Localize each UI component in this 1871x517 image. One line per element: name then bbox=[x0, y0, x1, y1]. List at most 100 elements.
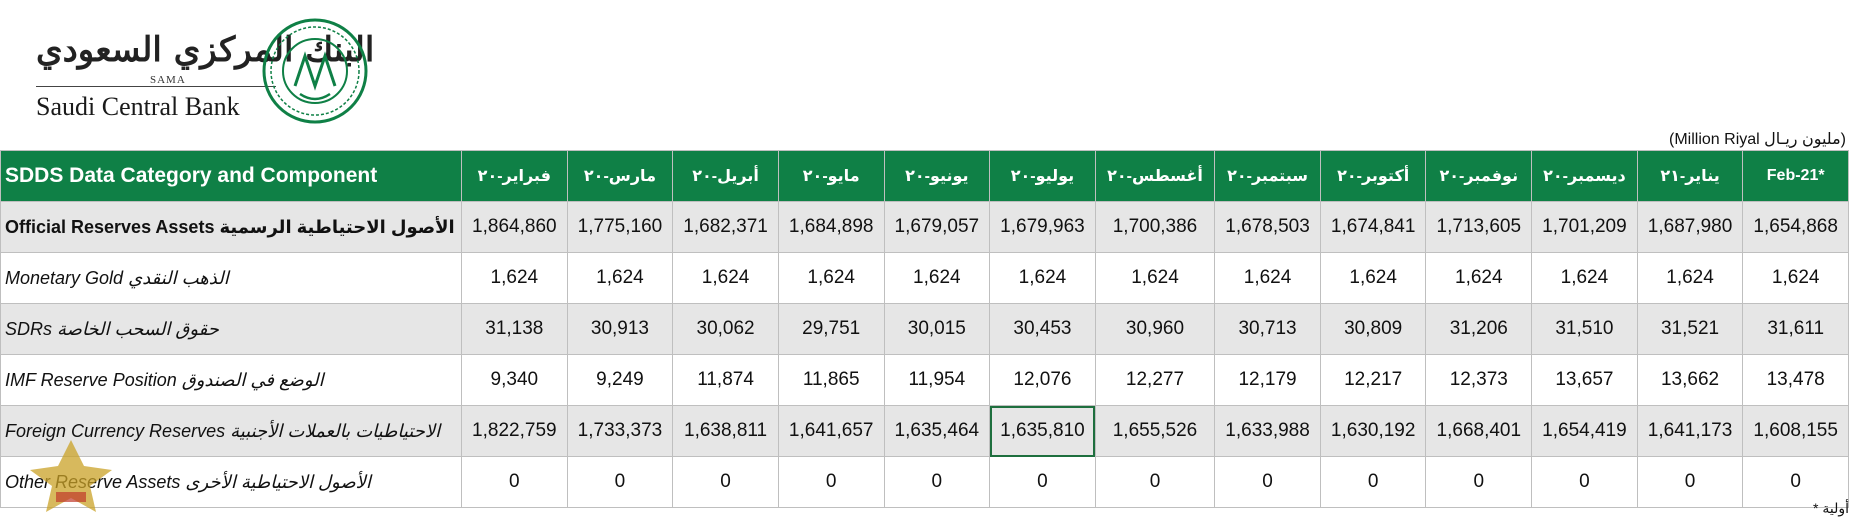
table-cell[interactable]: 13,657 bbox=[1531, 354, 1638, 406]
table-cell[interactable]: 0 bbox=[1319, 456, 1427, 508]
header-month: يونيو-٢٠ bbox=[883, 150, 991, 202]
table-cell[interactable]: 1,700,386 bbox=[1094, 201, 1216, 253]
logo-divider bbox=[36, 86, 276, 87]
logo-english-text: Saudi Central Bank bbox=[36, 92, 240, 121]
table-cell[interactable]: 1,624 bbox=[1214, 252, 1321, 304]
table-cell[interactable]: 1,608,155 bbox=[1742, 405, 1849, 457]
table-cell[interactable]: 0 bbox=[566, 456, 674, 508]
table-cell[interactable]: 0 bbox=[1425, 456, 1533, 508]
table-cell[interactable]: 0 bbox=[883, 456, 991, 508]
table-cell[interactable]: 1,641,173 bbox=[1636, 405, 1744, 457]
table-cell[interactable]: 0 bbox=[1636, 456, 1744, 508]
header-category: SDDS Data Category and Component bbox=[0, 150, 462, 202]
table-cell[interactable]: 1,655,526 bbox=[1094, 405, 1216, 457]
table-cell[interactable]: 30,015 bbox=[883, 303, 991, 355]
table-cell[interactable]: 9,340 bbox=[461, 354, 568, 406]
table-cell[interactable]: 1,775,160 bbox=[566, 201, 674, 253]
table-cell[interactable]: 1,668,401 bbox=[1425, 405, 1533, 457]
table-row: IMF Reserve Position الوضع في الصندوق 9,… bbox=[0, 354, 1849, 406]
table-cell[interactable]: 12,277 bbox=[1094, 354, 1216, 406]
row-label[interactable]: Official Reserves Assets الأصول الاحتياط… bbox=[0, 201, 462, 253]
table-cell[interactable]: 30,960 bbox=[1094, 303, 1216, 355]
table-cell[interactable]: 1,624 bbox=[672, 252, 779, 304]
table-cell[interactable]: 1,822,759 bbox=[461, 405, 568, 457]
watermark-emblem-icon bbox=[30, 440, 112, 512]
table-cell[interactable]: 1,713,605 bbox=[1425, 201, 1533, 253]
table-cell[interactable]: 1,638,811 bbox=[672, 405, 779, 457]
table-cell[interactable]: 0 bbox=[1094, 456, 1216, 508]
table-cell[interactable]: 12,217 bbox=[1319, 354, 1427, 406]
table-cell[interactable]: 1,679,963 bbox=[989, 201, 1096, 253]
table-cell[interactable]: 1,679,057 bbox=[883, 201, 991, 253]
table-cell[interactable]: 12,076 bbox=[989, 354, 1096, 406]
row-label[interactable]: Monetary Gold الذهب النقدي bbox=[0, 252, 462, 304]
table-cell[interactable]: 0 bbox=[672, 456, 779, 508]
sama-logo: البنك المركزي السعودي SAMA Saudi Central… bbox=[30, 10, 380, 135]
table-cell[interactable]: 1,654,868 bbox=[1742, 201, 1849, 253]
header-month: نوفمبر-٢٠ bbox=[1425, 150, 1533, 202]
row-label[interactable]: SDRs حقوق السحب الخاصة bbox=[0, 303, 462, 355]
table-cell[interactable]: 30,062 bbox=[672, 303, 779, 355]
table-cell[interactable]: 0 bbox=[1742, 456, 1849, 508]
table-cell[interactable]: 1,624 bbox=[989, 252, 1096, 304]
table-cell[interactable]: 1,624 bbox=[1094, 252, 1216, 304]
row-label[interactable]: IMF Reserve Position الوضع في الصندوق bbox=[0, 354, 462, 406]
table-cell[interactable]: 1,624 bbox=[777, 252, 885, 304]
table-cell[interactable]: 1,678,503 bbox=[1214, 201, 1321, 253]
table-cell[interactable]: 13,662 bbox=[1636, 354, 1744, 406]
header-month: Feb-21* bbox=[1742, 150, 1849, 202]
table-cell[interactable]: 30,713 bbox=[1214, 303, 1321, 355]
table-cell[interactable]: 1,682,371 bbox=[672, 201, 779, 253]
table-cell[interactable]: 1,624 bbox=[1531, 252, 1638, 304]
table-cell[interactable]: 1,654,419 bbox=[1531, 405, 1638, 457]
table-cell[interactable]: 0 bbox=[1531, 456, 1638, 508]
reserves-table: SDDS Data Category and Component فبراير-… bbox=[0, 150, 1849, 508]
table-cell[interactable]: 11,874 bbox=[672, 354, 779, 406]
table-cell[interactable]: 31,138 bbox=[461, 303, 568, 355]
table-cell[interactable]: 1,641,657 bbox=[777, 405, 885, 457]
header-month: يوليو-٢٠ bbox=[989, 150, 1096, 202]
row-label[interactable]: Foreign Currency Reserves الاحتياطيات با… bbox=[0, 405, 462, 457]
table-cell[interactable]: 29,751 bbox=[777, 303, 885, 355]
table-cell[interactable]: 1,624 bbox=[1425, 252, 1533, 304]
table-cell[interactable]: 31,510 bbox=[1531, 303, 1638, 355]
table-cell[interactable]: 30,453 bbox=[989, 303, 1096, 355]
table-cell[interactable]: 11,954 bbox=[883, 354, 991, 406]
table-cell[interactable]: 1,624 bbox=[1636, 252, 1744, 304]
header-month: مايو-٢٠ bbox=[777, 150, 885, 202]
table-cell[interactable]: 0 bbox=[777, 456, 885, 508]
table-cell[interactable]: 11,865 bbox=[777, 354, 885, 406]
table-cell[interactable]: 9,249 bbox=[566, 354, 674, 406]
selected-cell[interactable]: 1,635,810 bbox=[989, 405, 1096, 457]
table-cell[interactable]: 31,206 bbox=[1425, 303, 1533, 355]
table-cell[interactable]: 31,521 bbox=[1636, 303, 1744, 355]
header-month: ديسمبر-٢٠ bbox=[1531, 150, 1638, 202]
table-cell[interactable]: 31,611 bbox=[1742, 303, 1849, 355]
table-cell[interactable]: 12,373 bbox=[1425, 354, 1533, 406]
table-cell[interactable]: 1,633,988 bbox=[1214, 405, 1321, 457]
table-cell[interactable]: 1,684,898 bbox=[777, 201, 885, 253]
table-cell[interactable]: 1,635,464 bbox=[883, 405, 991, 457]
table-cell[interactable]: 1,624 bbox=[1742, 252, 1849, 304]
table-cell[interactable]: 12,179 bbox=[1214, 354, 1321, 406]
table-cell[interactable]: 0 bbox=[989, 456, 1096, 508]
table-cell[interactable]: 30,913 bbox=[566, 303, 674, 355]
table-cell[interactable]: 1,630,192 bbox=[1319, 405, 1427, 457]
table-cell[interactable]: 0 bbox=[1214, 456, 1321, 508]
table-cell[interactable]: 1,864,860 bbox=[461, 201, 568, 253]
table-cell[interactable]: 1,624 bbox=[1319, 252, 1427, 304]
table-row: Foreign Currency Reserves الاحتياطيات با… bbox=[0, 405, 1849, 457]
table-cell[interactable]: 1,674,841 bbox=[1319, 201, 1427, 253]
table-row: Monetary Gold الذهب النقدي 1,624 1,624 1… bbox=[0, 252, 1849, 304]
table-cell[interactable]: 1,701,209 bbox=[1531, 201, 1638, 253]
table-cell[interactable]: 13,478 bbox=[1742, 354, 1849, 406]
table-cell[interactable]: 1,733,373 bbox=[566, 405, 674, 457]
table-cell[interactable]: 1,687,980 bbox=[1636, 201, 1744, 253]
table-row: Other Reserve Assets الأصول الاحتياطية ا… bbox=[0, 456, 1849, 508]
table-cell[interactable]: 1,624 bbox=[566, 252, 674, 304]
table-cell[interactable]: 1,624 bbox=[461, 252, 568, 304]
table-cell[interactable]: 1,624 bbox=[883, 252, 991, 304]
table-cell[interactable]: 0 bbox=[461, 456, 568, 508]
table-cell[interactable]: 30,809 bbox=[1319, 303, 1427, 355]
bank-seal-icon bbox=[262, 18, 368, 124]
